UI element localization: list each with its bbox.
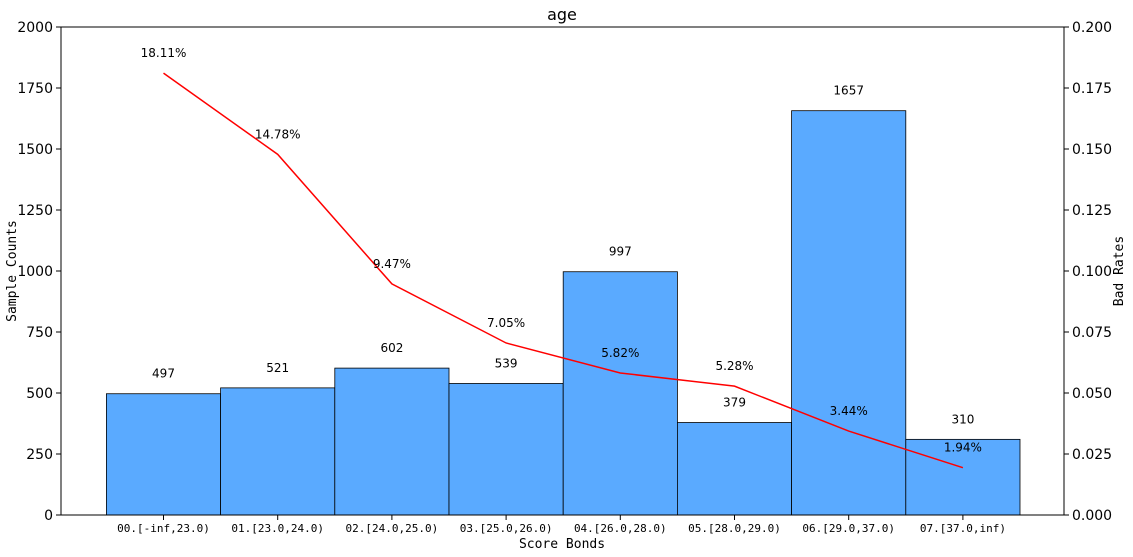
y-tick-label: 1750 (17, 81, 53, 97)
line-group (163, 72, 964, 469)
bar-group (106, 110, 1021, 516)
x-tick-label: 04.[26.0,28.0) (574, 522, 667, 535)
y-tick-label: 250 (26, 447, 53, 463)
y-tick-label: 1000 (17, 264, 53, 280)
bad-rate-label: 3.44% (830, 404, 868, 418)
x-axis-title: Score Bonds (519, 537, 605, 552)
bar-value-label: 997 (609, 245, 632, 259)
bad-rate-label: 14.78% (255, 127, 301, 141)
y2-axis-title: Bad Rates (1112, 236, 1127, 306)
x-tick-label: 06.[29.0,37.0) (802, 522, 895, 535)
x-tick-label: 07.[37.0,inf) (920, 522, 1006, 535)
x-tick-label: 01.[23.0,24.0) (231, 522, 324, 535)
y-axis-left: 0 250 500 750 1000 1250 1500 1750 2000 (17, 20, 61, 524)
chart-title: age (547, 5, 577, 24)
y-tick-label: 750 (26, 325, 53, 341)
y2-tick-label: 0.150 (1072, 142, 1112, 158)
x-tick-label: 05.[28.0,29.0) (688, 522, 781, 535)
bar (220, 387, 336, 516)
bad-rate-label: 7.05% (487, 316, 525, 330)
y2-tick-label: 0.025 (1072, 447, 1112, 463)
y-axis-right: 0.000 0.025 0.050 0.075 0.100 0.125 0.150 0.175… (1064, 20, 1112, 524)
y-tick-label: 500 (26, 386, 53, 402)
y2-tick-label: 0.200 (1072, 20, 1112, 36)
y2-tick-label: 0.000 (1072, 508, 1112, 524)
bar-value-label: 379 (723, 396, 746, 410)
bad-rate-label: 5.82% (601, 346, 639, 360)
y2-tick-label: 0.175 (1072, 81, 1112, 97)
bar-value-label: 497 (152, 367, 175, 381)
bar (562, 271, 678, 516)
y-tick-label: 1500 (17, 142, 53, 158)
bad-rate-label: 18.11% (141, 46, 187, 60)
x-tick-label: 00.[-inf,23.0) (117, 522, 210, 535)
y2-tick-label: 0.125 (1072, 203, 1112, 219)
y-tick-label: 0 (44, 508, 53, 524)
bar (677, 422, 793, 516)
x-axis: 00.[-inf,23.0) 01.[23.0,24.0) 02.[24.0,25.… (117, 515, 1006, 535)
bad-rate-line (163, 72, 964, 469)
bar-value-label: 539 (495, 356, 518, 370)
x-tick-label: 02.[24.0,25.0) (346, 522, 439, 535)
bar (106, 393, 221, 516)
bad-rate-label: 1.94% (944, 441, 982, 455)
bar-value-label: 521 (266, 361, 289, 375)
y2-tick-label: 0.050 (1072, 386, 1112, 402)
bar-value-label: 1657 (833, 84, 864, 98)
bar-value-label: 602 (380, 341, 403, 355)
bad-rate-label: 5.28% (715, 359, 753, 373)
bar (448, 383, 564, 516)
bar (791, 110, 907, 516)
y-tick-label: 2000 (17, 20, 53, 36)
y2-tick-label: 0.100 (1072, 264, 1112, 280)
bar (905, 438, 1021, 516)
bar-label-group: 497 521 602 539 997 379 1657 310 (152, 84, 974, 427)
y2-tick-label: 0.075 (1072, 325, 1112, 341)
line-label-group: 18.11% 14.78% 9.47% 7.05% 5.82% 5.28% 3.44% 1.9… (141, 46, 982, 455)
y-axis-title: Sample Counts (5, 220, 20, 322)
bar-value-label: 310 (951, 412, 974, 426)
bad-rate-label: 9.47% (373, 257, 411, 271)
y-tick-label: 1250 (17, 203, 53, 219)
x-tick-label: 03.[25.0,26.0) (460, 522, 553, 535)
bar (334, 367, 450, 516)
